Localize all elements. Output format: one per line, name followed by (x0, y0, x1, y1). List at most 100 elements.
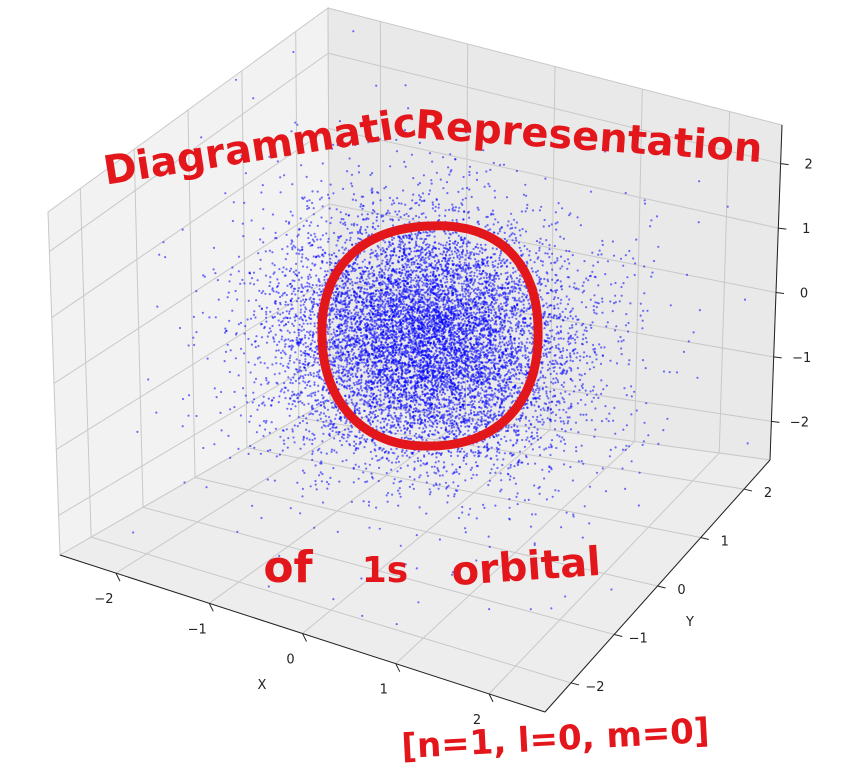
scatter-point (488, 295, 491, 298)
scatter-point (385, 247, 388, 250)
z-tick (775, 292, 785, 294)
scatter-point (291, 322, 294, 325)
scatter-point (450, 389, 453, 392)
scatter-point (290, 407, 293, 411)
scatter-point (203, 275, 206, 278)
scatter-point (342, 187, 345, 190)
scatter-point (424, 303, 427, 306)
scatter-point (430, 420, 433, 423)
y-tick-label: 2 (764, 486, 772, 501)
scatter-point (437, 203, 440, 206)
scatter-point (460, 382, 463, 385)
scatter-point (373, 351, 376, 354)
scatter-point (329, 427, 332, 431)
scatter-point (339, 295, 343, 298)
scatter-point (510, 212, 513, 215)
scatter-point (582, 462, 585, 465)
scatter-point (455, 252, 458, 255)
scatter-point (591, 321, 594, 324)
scatter-point (504, 316, 507, 319)
scatter-point (352, 357, 355, 361)
scatter-point (398, 292, 401, 295)
scatter-point (404, 411, 408, 414)
scatter-point (388, 359, 391, 362)
scatter-point (408, 221, 411, 224)
scatter-point (559, 235, 562, 238)
scatter-point (429, 359, 432, 363)
scatter-point (283, 345, 287, 348)
scatter-point (465, 298, 468, 301)
scatter-point (249, 317, 253, 320)
scatter-point (392, 237, 396, 240)
scatter-point (597, 396, 600, 399)
scatter-point (247, 337, 250, 341)
scatter-point (181, 425, 184, 428)
scatter-point (565, 249, 568, 252)
scatter-point (334, 335, 337, 338)
scatter-point (355, 331, 358, 334)
scatter-point (528, 341, 531, 344)
scatter-point (321, 205, 324, 208)
scatter-point (429, 410, 432, 413)
scatter-point (385, 380, 388, 383)
scatter-point (408, 392, 411, 395)
scatter-point (418, 245, 421, 248)
scatter-point (610, 283, 613, 286)
scatter-point (466, 245, 469, 248)
scatter-point (227, 434, 230, 437)
scatter-point (355, 401, 358, 405)
scatter-point (548, 446, 551, 449)
scatter-point (543, 277, 546, 281)
scatter-point (588, 522, 591, 525)
scatter-point (352, 30, 355, 33)
scatter-point (429, 274, 432, 278)
scatter-point (505, 356, 508, 359)
scatter-point (331, 429, 334, 433)
scatter-point (308, 273, 311, 276)
scatter-point (298, 368, 301, 371)
scatter-point (302, 328, 305, 331)
scatter-point (226, 343, 229, 346)
scatter-point (343, 359, 346, 362)
scatter-point (358, 437, 361, 440)
scatter-point (486, 224, 489, 227)
scatter-point (551, 278, 554, 281)
scatter-point (469, 337, 472, 341)
scatter-point (329, 183, 332, 186)
scatter-point (551, 252, 554, 255)
scatter-point (494, 504, 497, 507)
scatter-point (510, 277, 513, 280)
scatter-point (329, 345, 332, 349)
scatter-point (528, 250, 531, 253)
scatter-point (231, 219, 234, 223)
scatter-point (394, 210, 397, 213)
scatter-point (252, 283, 256, 286)
scatter-point (428, 324, 431, 327)
scatter-point (258, 289, 261, 292)
scatter-point (503, 359, 506, 362)
scatter-point (323, 275, 326, 278)
scatter-point (349, 358, 352, 361)
scatter-point (515, 277, 519, 280)
scatter-point (340, 444, 343, 447)
scatter-point (399, 544, 402, 547)
scatter-point (295, 394, 298, 397)
scatter-point (461, 285, 464, 288)
scatter-point (307, 242, 310, 245)
scatter-point (626, 276, 629, 279)
scatter-point (534, 513, 537, 516)
scatter-point (362, 279, 365, 282)
scatter-point (472, 247, 475, 251)
scatter-point (698, 180, 701, 183)
scatter-point (287, 338, 290, 341)
scatter-point (297, 248, 300, 251)
scatter-point (494, 395, 497, 398)
scatter-point (413, 370, 416, 373)
scatter-point (563, 260, 566, 263)
scatter-point (351, 348, 354, 351)
scatter-point (327, 332, 330, 335)
scatter-point (332, 336, 335, 339)
scatter-point (314, 464, 317, 467)
scatter-point (206, 357, 209, 360)
scatter-point (366, 438, 369, 441)
